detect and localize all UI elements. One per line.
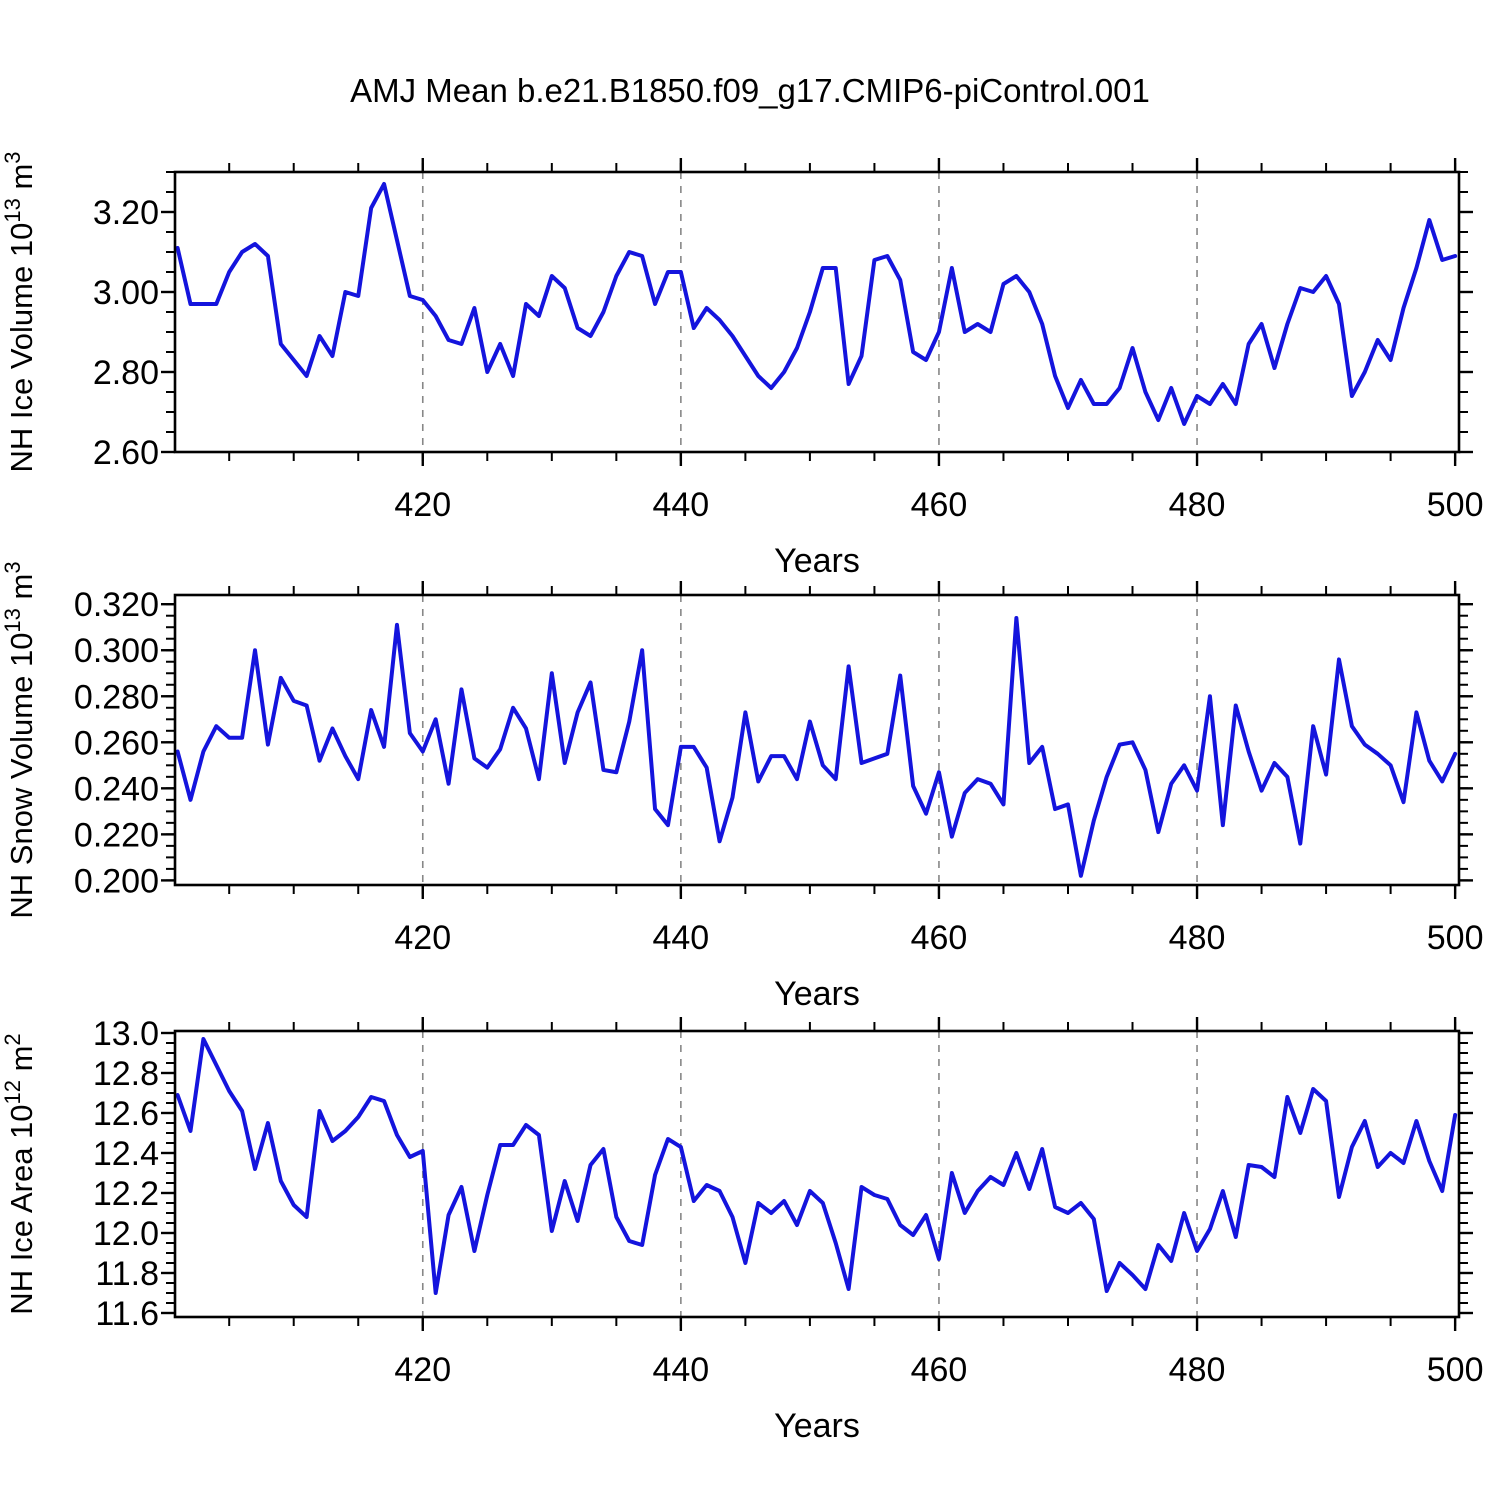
series-line-nh-snow-volume — [175, 616, 1458, 878]
x-tick-label: 500 — [1427, 919, 1484, 957]
y-axis-label-superscript: 13 — [0, 608, 25, 632]
y-axis-label-text: m — [4, 164, 39, 198]
y-tick-label: 0.280 — [74, 678, 159, 716]
x-tick-label: 500 — [1427, 1351, 1484, 1389]
x-tick-label: 460 — [911, 486, 968, 524]
x-tick-label: 440 — [652, 919, 709, 957]
y-axis-label-text: NH Snow Volume 10 — [4, 633, 39, 919]
y-axis-label-text: m — [4, 1046, 39, 1080]
plot-border — [173, 1029, 1461, 1319]
y-axis-label-superscript: 3 — [0, 561, 25, 573]
y-tick-label: 12.4 — [93, 1135, 159, 1173]
y-axis-label-superscript: 3 — [0, 151, 25, 163]
plot-border — [173, 170, 1461, 454]
x-axis-label: Years — [774, 1407, 860, 1445]
x-tick-label: 460 — [911, 919, 968, 957]
y-tick-label: 12.0 — [93, 1215, 159, 1253]
y-axis-label-superscript: 2 — [0, 1033, 25, 1045]
x-tick-label: 460 — [911, 1351, 968, 1389]
y-axis-label-text: m — [4, 574, 39, 608]
chart-title: AMJ Mean b.e21.B1850.f09_g17.CMIP6-piCon… — [350, 72, 1150, 109]
y-tick-label: 11.8 — [95, 1255, 159, 1293]
y-axis-label: NH Ice Volume 1013 m3 — [0, 151, 39, 472]
y-tick-label: 3.00 — [93, 274, 159, 312]
panel-nh-ice-volume: 420 440 460 480 500 2.60 2.80 3.00 3.20 Years NH I… — [0, 151, 1483, 580]
panel-nh-ice-area: 420 440 460 480 50011.611.812.012.212.412.61… — [0, 1015, 1483, 1445]
y-tick-label: 0.240 — [74, 770, 159, 808]
y-tick-label: 2.60 — [93, 434, 159, 472]
y-tick-label: 11.6 — [95, 1295, 159, 1333]
series-line-nh-ice-area — [175, 1037, 1458, 1295]
y-tick-label: 0.220 — [74, 816, 159, 854]
x-tick-label: 480 — [1169, 486, 1226, 524]
x-axis-label: Years — [774, 542, 860, 580]
panel-nh-snow-volume: 420 440 460 480 500 0.200 0.220 0.240 0.260 0.280… — [0, 561, 1483, 1013]
x-tick-label: 480 — [1169, 1351, 1226, 1389]
y-tick-label: 12.2 — [93, 1175, 159, 1213]
x-tick-label: 440 — [652, 1351, 709, 1389]
x-tick-label: 420 — [394, 919, 451, 957]
x-tick-label: 420 — [394, 486, 451, 524]
series-line-nh-ice-volume — [175, 182, 1458, 426]
y-tick-label: 3.20 — [93, 194, 159, 232]
y-tick-label: 0.300 — [74, 632, 159, 670]
x-tick-label: 500 — [1427, 486, 1484, 524]
x-tick-label: 420 — [394, 1351, 451, 1389]
y-axis-label-superscript: 13 — [0, 198, 25, 222]
y-axis-label-text: NH Ice Area 10 — [4, 1104, 39, 1314]
y-tick-label: 13.0 — [93, 1015, 159, 1053]
x-tick-label: 480 — [1169, 919, 1226, 957]
y-tick-label: 0.320 — [74, 586, 159, 624]
y-axis-label: NH Snow Volume 1013 m3 — [0, 561, 39, 918]
x-axis-label: Years — [774, 975, 860, 1013]
y-tick-label: 12.6 — [93, 1095, 159, 1133]
y-tick-label: 2.80 — [93, 354, 159, 392]
y-axis-label-superscript: 12 — [0, 1080, 25, 1104]
y-tick-label: 0.260 — [74, 724, 159, 762]
y-axis-label: NH Ice Area 1012 m2 — [0, 1033, 39, 1314]
plot-border — [173, 593, 1461, 887]
y-tick-label: 12.8 — [93, 1055, 159, 1093]
y-tick-label: 0.200 — [74, 862, 159, 900]
x-tick-label: 440 — [652, 486, 709, 524]
y-axis-label-text: NH Ice Volume 10 — [4, 223, 39, 473]
